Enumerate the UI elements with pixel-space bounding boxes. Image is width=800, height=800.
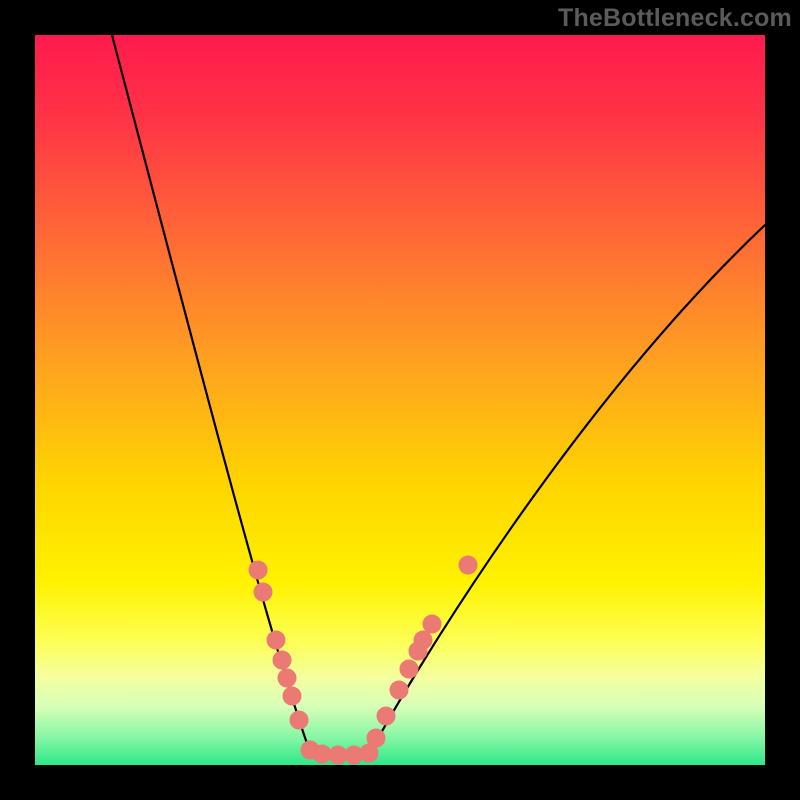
gradient-panel [35,35,765,765]
data-marker [278,669,296,687]
data-marker [267,631,285,649]
data-marker [423,615,441,633]
data-marker [459,556,477,574]
data-marker [377,707,395,725]
watermark-text: TheBottleneck.com [558,4,792,33]
data-marker [273,651,291,669]
data-marker [290,711,308,729]
chart-svg [0,0,800,800]
data-marker [329,746,347,764]
chart-frame: TheBottleneck.com [0,0,800,800]
data-marker [414,631,432,649]
data-marker [313,745,331,763]
data-marker [367,729,385,747]
data-marker [283,687,301,705]
data-marker [254,583,272,601]
data-marker [400,660,418,678]
data-marker [390,681,408,699]
data-marker [249,561,267,579]
